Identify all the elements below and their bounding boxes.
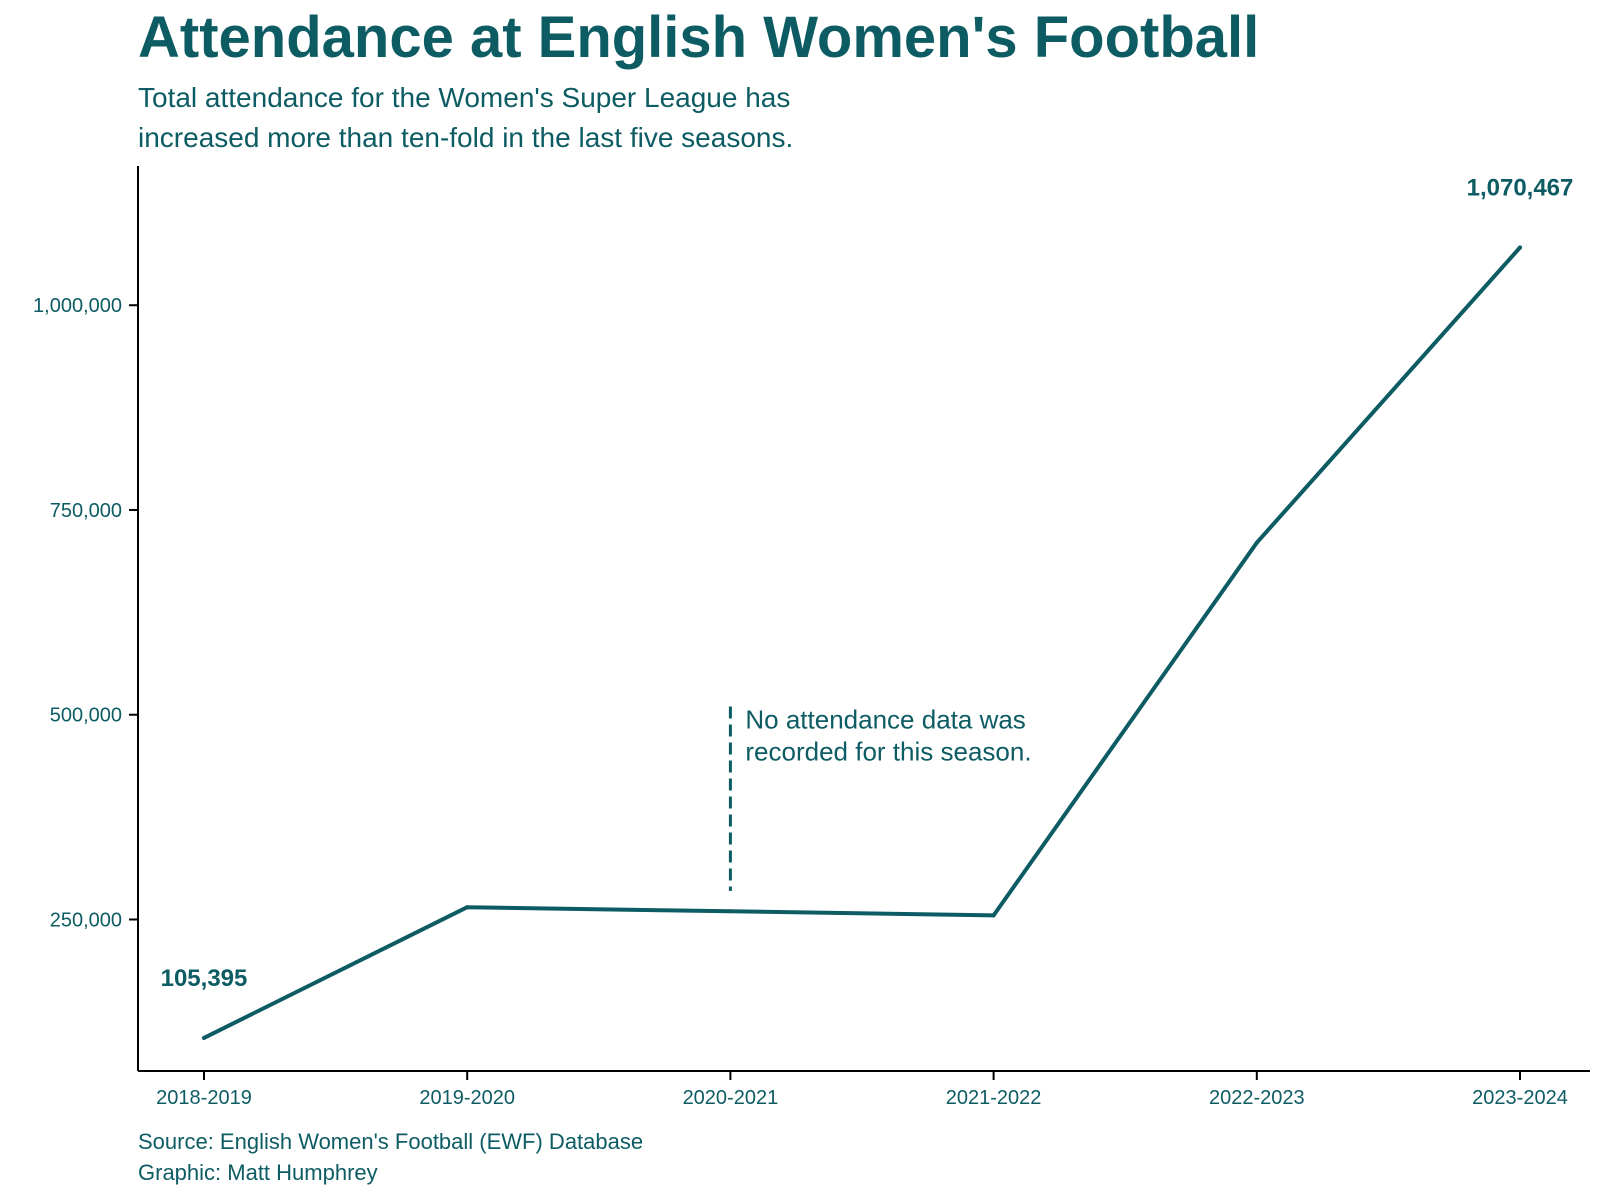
- x-tick-label: 2021-2022: [946, 1087, 1042, 1109]
- data-point: [465, 905, 470, 910]
- chart-axes: 2018-2019 2019-2020 2020-2021 2021-2022 2022…: [33, 166, 1590, 1109]
- y-tick-label: 750,000: [50, 500, 122, 522]
- y-tick-label: 500,000: [50, 705, 122, 727]
- chart-title: Attendance at English Women's Football: [138, 5, 1260, 70]
- y-tick-label: 250,000: [50, 909, 122, 931]
- x-tick-label: 2020-2021: [683, 1087, 779, 1109]
- data-label: 105,395: [161, 965, 248, 992]
- series-layer: [202, 245, 1522, 1040]
- data-point: [991, 913, 996, 918]
- x-tick-label: 2019-2020: [419, 1087, 515, 1109]
- data-point: [202, 1035, 206, 1040]
- data-point: [1254, 540, 1259, 545]
- source-note: Source: English Women's Football (EWF) D…: [138, 1129, 644, 1154]
- data-labels: 105,395 1,070,467: [161, 175, 1574, 992]
- annotation-text: recorded for this season.: [745, 737, 1031, 767]
- data-point: [728, 909, 733, 914]
- y-tick-label: 1,000,000: [33, 295, 122, 317]
- x-tick-label: 2022-2023: [1209, 1087, 1305, 1109]
- chart-subtitle: Total attendance for the Women's Super L…: [138, 82, 794, 153]
- credit-note: Graphic: Matt Humphrey: [138, 1160, 378, 1185]
- data-label: 1,070,467: [1467, 175, 1574, 202]
- x-tick-label: 2023-2024: [1472, 1087, 1568, 1109]
- x-tick-label: 2018-2019: [156, 1087, 252, 1109]
- series-line: [202, 245, 1522, 1040]
- chart-footer: Source: English Women's Football (EWF) D…: [138, 1126, 643, 1188]
- annotation-text: No attendance data was: [745, 705, 1025, 735]
- data-point: [1518, 245, 1522, 250]
